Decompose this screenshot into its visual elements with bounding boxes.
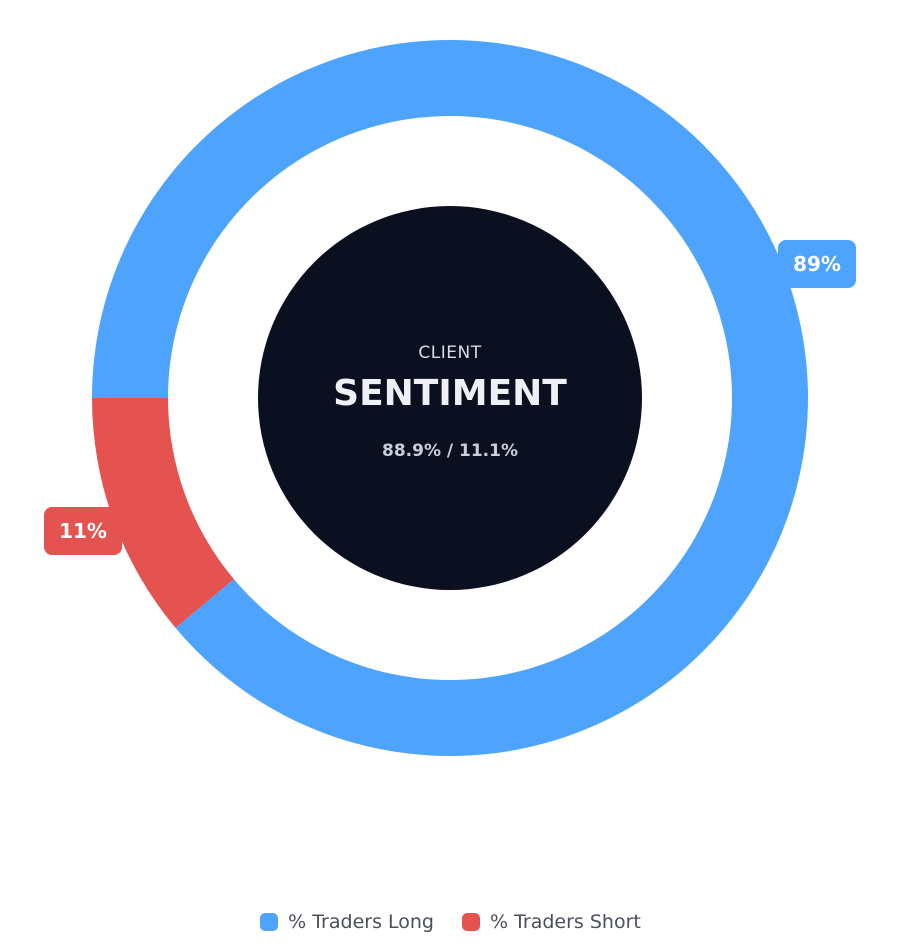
badge-traders-short-text: 11% <box>59 519 107 543</box>
badge-traders-short-box <box>44 507 122 555</box>
legend-item-traders-long[interactable]: % Traders Long <box>260 911 434 933</box>
center-label-client: CLIENT <box>418 343 481 363</box>
donut-slices <box>92 39 808 756</box>
center-disc <box>258 206 642 590</box>
badge-traders-long-box <box>778 240 856 288</box>
legend-label-long: % Traders Long <box>288 911 434 933</box>
legend-label-short: % Traders Short <box>489 911 641 933</box>
badge-traders-long: 89% <box>778 240 856 288</box>
legend-item-traders-short[interactable]: % Traders Short <box>461 911 641 933</box>
center-label-sentiment: SENTIMENT <box>333 373 567 414</box>
badge-traders-short: 11% <box>44 507 122 555</box>
center-ratio-value: 88.9% / 11.1% <box>382 441 518 461</box>
legend-swatch-long <box>260 913 279 931</box>
badge-traders-long-text: 89% <box>793 252 841 276</box>
legend-swatch-short <box>461 913 480 931</box>
chart-legend: % Traders Long % Traders Short <box>0 906 901 938</box>
slice-traders-short[interactable] <box>92 398 234 628</box>
slice-labels: 89% 11% <box>44 240 856 555</box>
